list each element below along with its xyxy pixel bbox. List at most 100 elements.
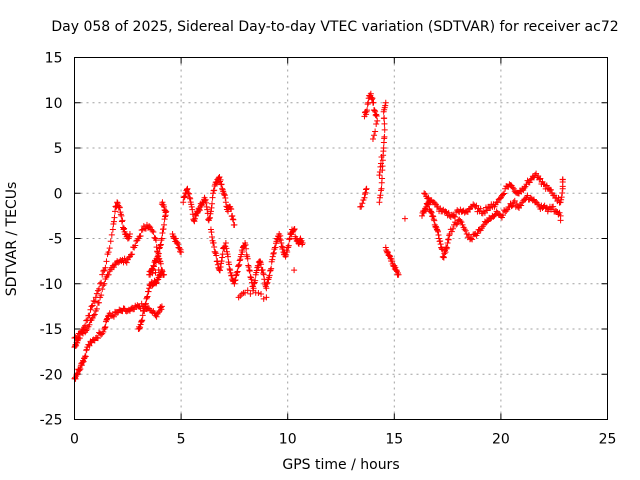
data-point: [118, 218, 125, 225]
data-point: [369, 135, 376, 142]
data-point: [234, 268, 241, 275]
data-point: [209, 233, 216, 240]
data-point: [543, 182, 550, 189]
data-point: [299, 240, 306, 247]
data-point: [248, 276, 255, 283]
data-point: [285, 242, 292, 249]
data-point: [153, 237, 160, 244]
y-tick-label: 10: [45, 96, 63, 112]
data-point: [186, 194, 193, 201]
data-point: [363, 186, 370, 193]
data-point: [232, 277, 239, 283]
data-point: [537, 175, 544, 182]
data-point: [277, 237, 284, 244]
data-point: [241, 242, 248, 249]
data-point: [150, 262, 157, 269]
data-point: [154, 253, 161, 260]
data-point: [363, 185, 370, 192]
data-point: [431, 217, 438, 224]
data-point: [178, 249, 185, 256]
y-tick-label: -10: [40, 277, 63, 293]
data-point: [428, 209, 435, 216]
data-point: [110, 218, 117, 225]
data-point: [237, 256, 244, 263]
data-point: [196, 207, 203, 214]
data-point: [401, 215, 408, 222]
data-point: [236, 257, 243, 264]
data-point: [150, 263, 157, 270]
data-point: [395, 271, 402, 278]
plot-frame: [74, 57, 608, 420]
data-point: [500, 212, 507, 219]
x-tick-label: 25: [599, 432, 617, 448]
data-point: [358, 203, 365, 210]
data-point: [377, 192, 384, 199]
data-point: [106, 245, 113, 252]
data-point: [291, 226, 298, 233]
y-tick-label: 0: [54, 186, 63, 202]
data-point: [363, 111, 370, 118]
data-point: [206, 214, 213, 221]
data-point: [446, 232, 453, 239]
data-point: [234, 269, 241, 276]
data-point: [112, 261, 119, 268]
data-point: [258, 261, 265, 268]
data-point: [425, 194, 432, 201]
data-point: [527, 176, 534, 183]
data-point: [263, 280, 270, 287]
data-point: [158, 237, 165, 244]
data-point: [382, 99, 389, 106]
data-point: [260, 271, 267, 278]
data-point: [99, 271, 106, 278]
data-point: [283, 251, 290, 258]
data-point: [96, 299, 103, 306]
data-point: [85, 341, 92, 348]
data-point: [448, 228, 455, 235]
data-point: [444, 244, 451, 251]
data-point: [361, 191, 368, 198]
data-point: [462, 227, 469, 234]
data-point: [501, 190, 508, 197]
data-point: [123, 259, 130, 266]
data-point: [142, 301, 149, 308]
data-point: [138, 317, 145, 324]
data-point: [210, 190, 217, 197]
data-point: [246, 267, 253, 274]
data-point: [211, 187, 218, 194]
data-point: [213, 252, 220, 259]
data-point: [232, 272, 239, 279]
data-point: [157, 260, 164, 267]
data-point: [143, 294, 150, 301]
data-point: [510, 199, 517, 206]
data-point: [152, 235, 159, 242]
y-tick-label: -25: [40, 413, 63, 429]
data-point: [513, 200, 520, 207]
data-point: [472, 203, 479, 210]
data-point: [487, 215, 494, 222]
data-point: [153, 259, 160, 266]
data-point: [105, 249, 112, 256]
data-point: [230, 216, 237, 223]
data-point: [219, 185, 226, 192]
data-point: [374, 117, 381, 124]
chart-title: Day 058 of 2025, Sidereal Day-to-day VTE…: [51, 19, 619, 35]
x-tick-label: 0: [70, 432, 79, 448]
data-point: [392, 264, 399, 271]
data-point: [368, 96, 375, 103]
data-point: [77, 366, 84, 373]
data-point: [508, 203, 515, 210]
data-point: [361, 194, 368, 201]
data-point: [376, 168, 383, 175]
data-point: [174, 241, 181, 248]
data-point: [550, 203, 557, 210]
data-point: [372, 108, 379, 115]
data-point: [536, 176, 543, 183]
data-point: [452, 213, 459, 220]
data-point: [203, 199, 210, 206]
data-point: [86, 342, 93, 349]
data-point: [236, 261, 243, 268]
data-point: [228, 206, 235, 213]
data-point: [389, 258, 396, 265]
data-point: [255, 264, 262, 271]
data-point: [244, 255, 251, 262]
